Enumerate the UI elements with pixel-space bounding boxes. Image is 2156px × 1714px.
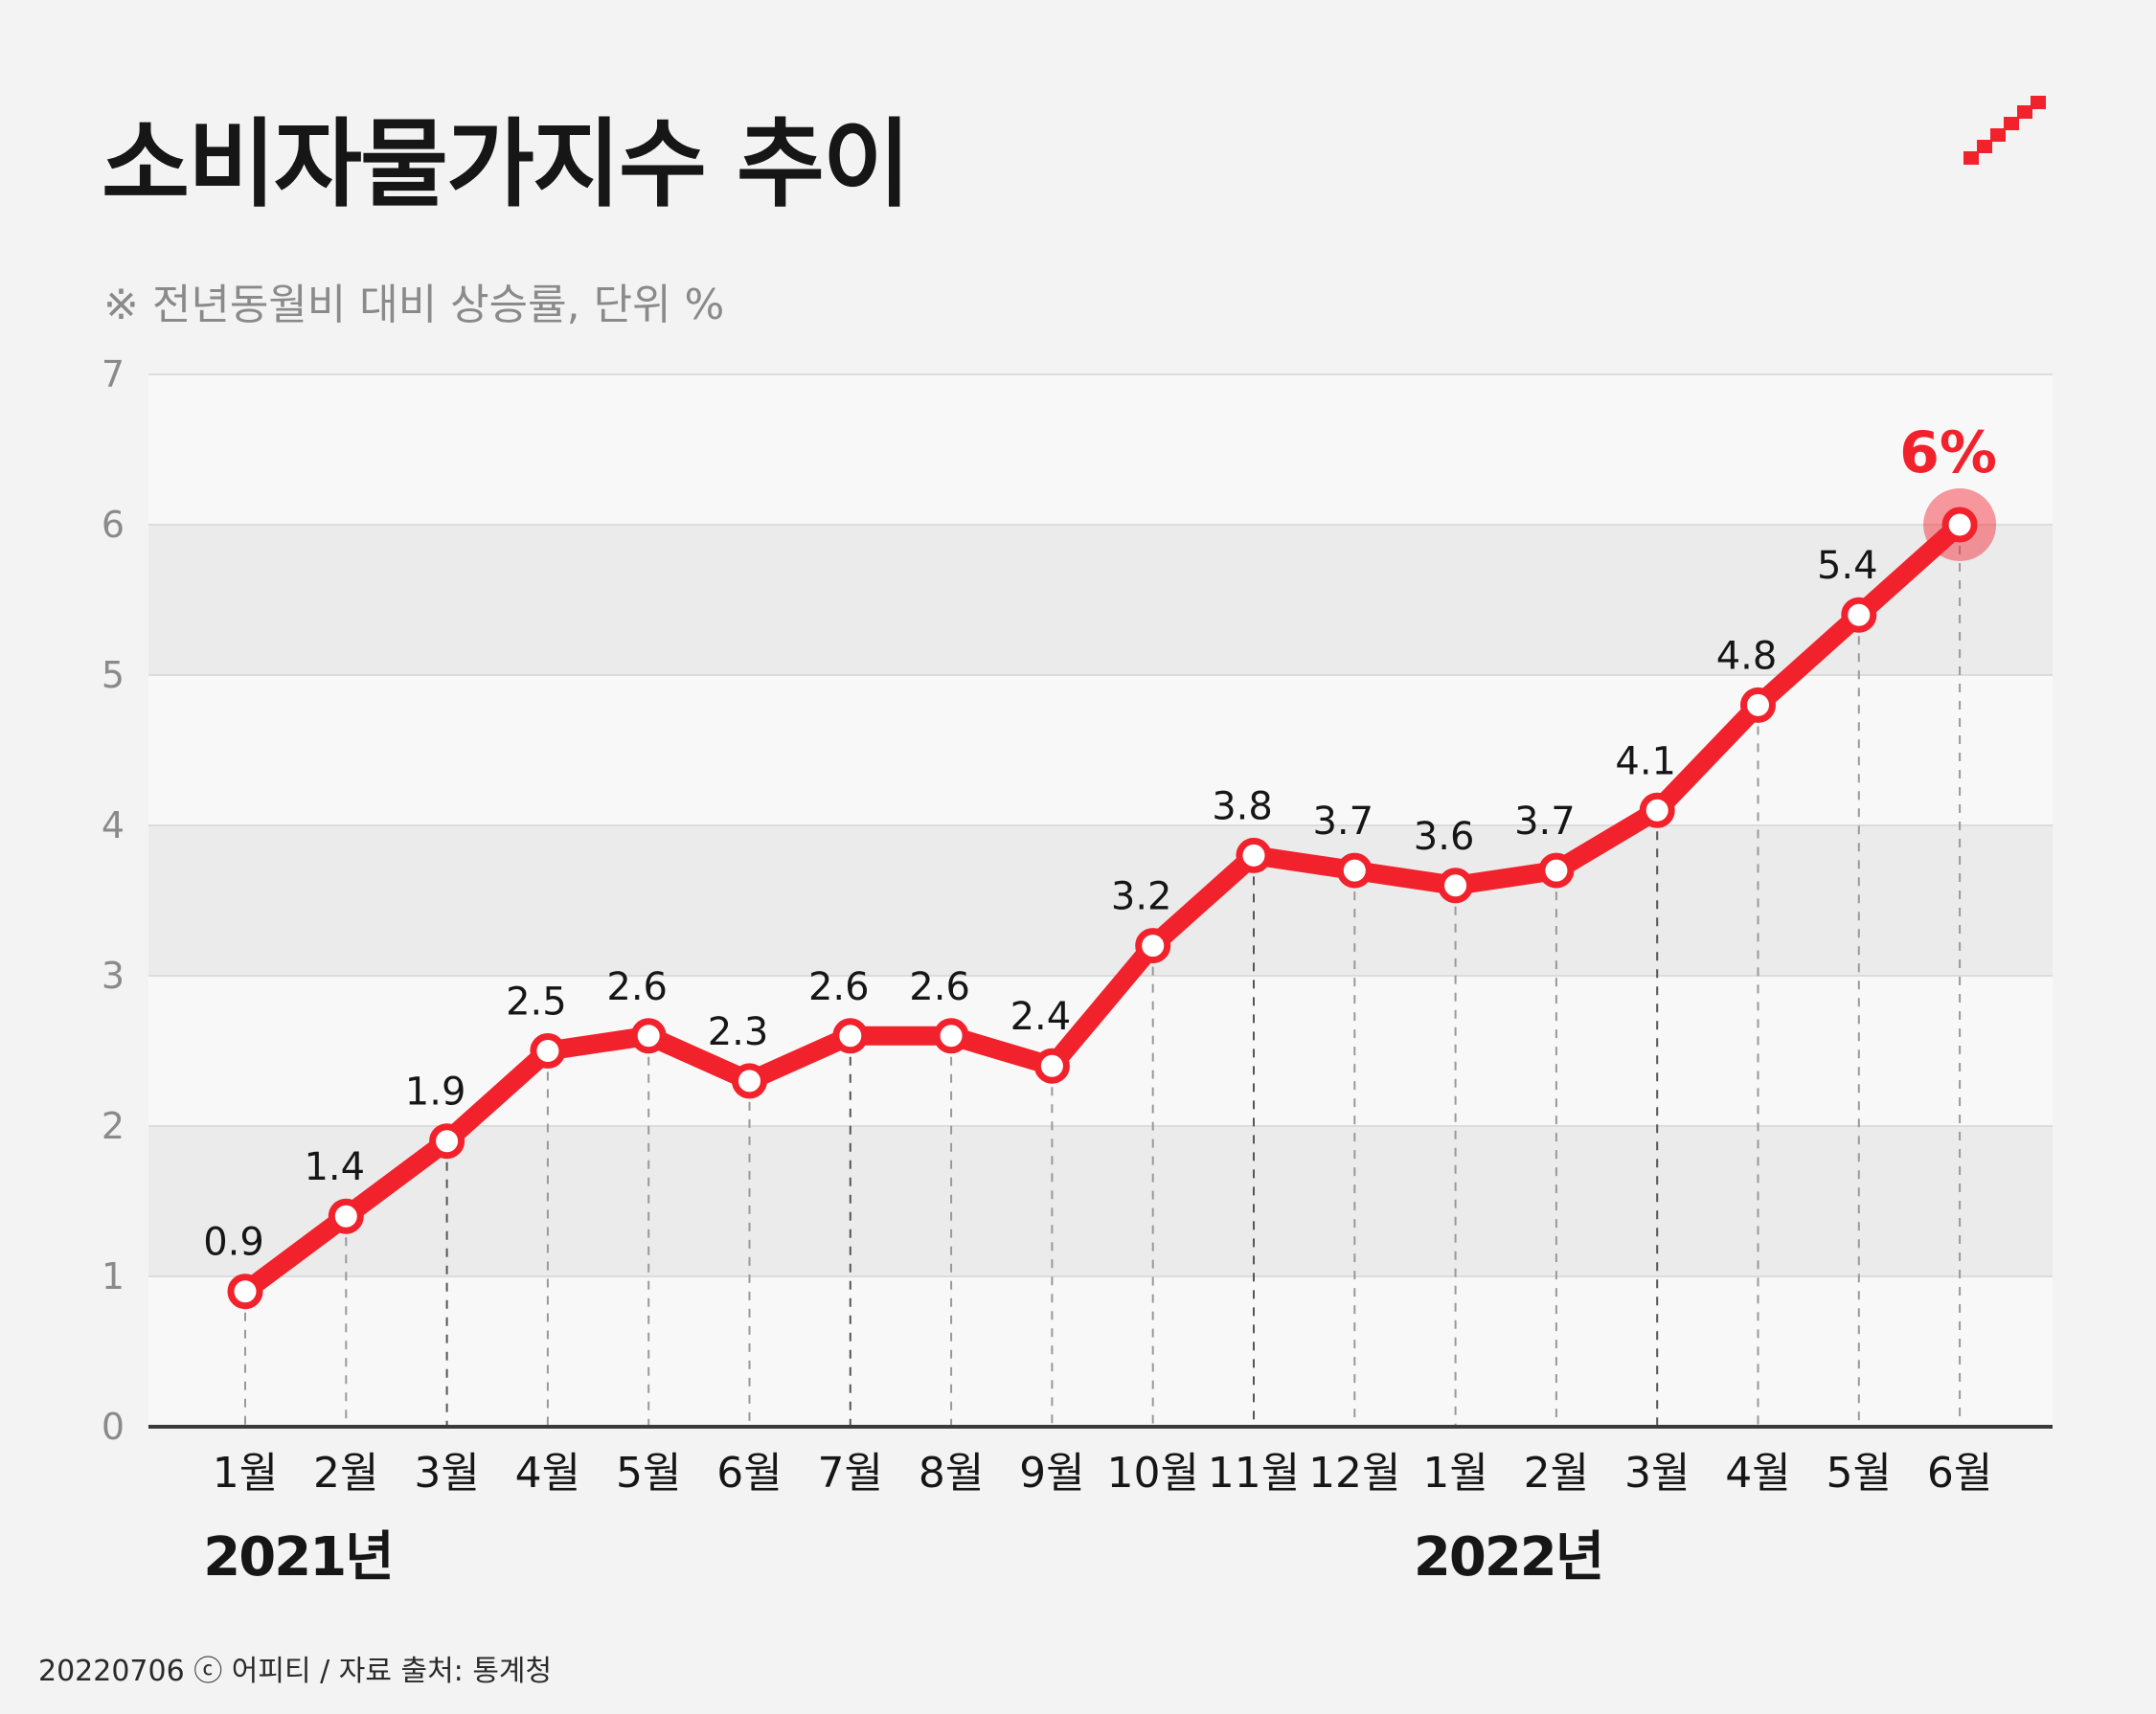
- data-point: [429, 1123, 465, 1160]
- data-point: [1941, 507, 1978, 543]
- x-tick-label: 8월: [919, 1449, 984, 1498]
- x-tick-label: 3월: [1624, 1449, 1690, 1498]
- x-tick-label: 5월: [616, 1449, 681, 1498]
- data-label: 3.2: [1111, 875, 1172, 919]
- data-point: [227, 1274, 263, 1310]
- chart-band: [148, 825, 2053, 976]
- data-point: [630, 1018, 667, 1054]
- chart-band: [148, 675, 2053, 825]
- y-tick-label: 7: [102, 353, 125, 395]
- data-label: 3.6: [1414, 815, 1475, 859]
- data-label: 1.4: [304, 1145, 365, 1189]
- x-tick-label: 2월: [1524, 1449, 1589, 1498]
- footer-credit: 20220706 ⓒ 어피티 / 자료 출처: 통계청: [38, 1655, 553, 1688]
- data-label: 4.1: [1615, 739, 1676, 783]
- y-tick-label: 3: [102, 955, 125, 997]
- data-point: [1033, 1048, 1070, 1084]
- data-label: 2.3: [708, 1010, 769, 1054]
- data-label: 0.9: [203, 1221, 264, 1265]
- series-line: [236, 515, 1970, 1301]
- data-point: [1438, 868, 1474, 904]
- chart-band: [148, 1276, 2053, 1427]
- data-point: [1135, 928, 1171, 964]
- year-label: 2021년: [203, 1526, 392, 1589]
- x-tick-label: 10월: [1106, 1449, 1198, 1498]
- chart-band: [148, 1126, 2053, 1276]
- data-point: [732, 1063, 767, 1099]
- data-label: 3.8: [1212, 784, 1273, 828]
- data-label: 2.4: [1010, 995, 1072, 1039]
- x-tick-label: 12월: [1308, 1449, 1400, 1498]
- data-point: [832, 1018, 869, 1054]
- data-label: 3.7: [1312, 800, 1373, 844]
- data-point: [1740, 687, 1776, 723]
- year-label: 2022년: [1414, 1526, 1602, 1589]
- chart-band: [148, 525, 2053, 675]
- x-tick-label: 3월: [414, 1449, 479, 1498]
- data-label: 3.7: [1514, 800, 1576, 844]
- x-tick-label: 11월: [1208, 1449, 1300, 1498]
- data-point: [1538, 852, 1575, 889]
- y-tick-label: 5: [102, 654, 125, 696]
- data-point: [1639, 792, 1675, 828]
- x-tick-label: 5월: [1827, 1449, 1892, 1498]
- x-tick-label: 4월: [1725, 1449, 1790, 1498]
- data-label: 2.5: [506, 981, 567, 1025]
- data-label: 2.6: [606, 965, 668, 1009]
- x-tick-label: 6월: [716, 1449, 782, 1498]
- x-tick-label: 2월: [313, 1449, 378, 1498]
- data-label: 4.8: [1716, 634, 1778, 678]
- page-title: 소비자물가지수 추이: [102, 108, 911, 220]
- chart-band: [148, 374, 2053, 525]
- data-point: [933, 1018, 969, 1054]
- x-tick-label: 6월: [1927, 1449, 1992, 1498]
- x-tick-label: 9월: [1019, 1449, 1084, 1498]
- y-tick-label: 2: [102, 1105, 125, 1147]
- x-tick-label: 1월: [213, 1449, 278, 1498]
- data-point: [1236, 837, 1272, 873]
- y-tick-label: 0: [102, 1406, 125, 1448]
- data-label: 5.4: [1817, 544, 1878, 588]
- data-point: [328, 1198, 364, 1234]
- x-tick-label: 1월: [1422, 1449, 1487, 1498]
- x-tick-label: 4월: [515, 1449, 580, 1498]
- data-label: 2.6: [808, 965, 870, 1009]
- y-tick-label: 1: [102, 1255, 125, 1297]
- data-label: 1.9: [405, 1071, 466, 1115]
- ascending-stairs-icon: [1963, 96, 2046, 165]
- x-tick-label: 7월: [818, 1449, 883, 1498]
- data-point: [1841, 597, 1877, 633]
- data-label: 6%: [1899, 419, 1997, 486]
- data-point: [1336, 852, 1373, 889]
- data-label: 2.6: [909, 965, 970, 1009]
- chart-subtitle: ※ 전년동월비 대비 상승률, 단위 %: [103, 281, 725, 329]
- data-point: [530, 1033, 566, 1069]
- y-tick-label: 6: [102, 504, 125, 546]
- y-tick-label: 4: [102, 804, 125, 846]
